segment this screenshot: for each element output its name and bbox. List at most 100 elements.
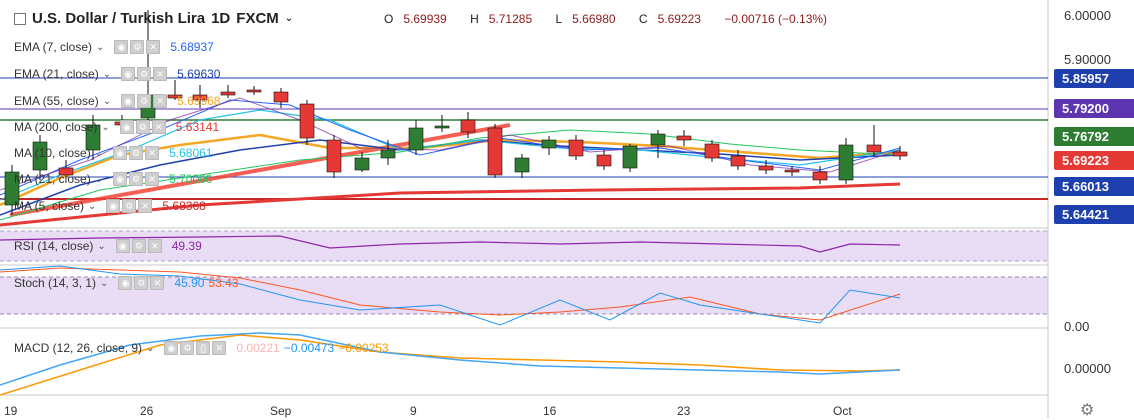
close-value: 5.69223 xyxy=(657,12,701,26)
eye-icon[interactable]: ◉ xyxy=(113,172,128,186)
ma21-line xyxy=(0,129,901,221)
chevron-down-icon[interactable]: ⌄ xyxy=(96,41,105,53)
legend-rsi[interactable]: RSI (14, close) ⌄ ◉ ⚙ ✕ 49.39 xyxy=(14,239,202,253)
candle-down xyxy=(273,91,289,103)
chevron-down-icon[interactable]: ⌄ xyxy=(88,200,97,212)
eye-icon[interactable]: ◉ xyxy=(106,199,121,213)
legend-ma200[interactable]: MA (200, close) ⌄ ◉ ⚙ ✕ 5.63141 xyxy=(14,120,219,134)
legend-label: MACD (12, 26, close, 9) xyxy=(14,341,143,355)
date-tick: Oct xyxy=(833,404,852,418)
close-icon[interactable]: ✕ xyxy=(145,172,160,186)
chevron-down-icon[interactable]: ⌄ xyxy=(102,68,112,80)
open-label: O xyxy=(384,12,394,26)
candle-down xyxy=(487,127,503,176)
legend-macd[interactable]: MACD (12, 26, close, 9) ⌄ ◉ ⚙{} ✕ 0.00221 −… xyxy=(14,341,389,355)
candle-up xyxy=(4,171,20,206)
candle-up xyxy=(380,149,396,159)
eye-icon[interactable]: ◉ xyxy=(121,94,136,108)
eye-icon[interactable]: ◉ xyxy=(121,67,136,81)
gear-icon[interactable]: ⚙ xyxy=(129,172,144,186)
high-value: 5.71285 xyxy=(488,12,533,26)
legend-label: Stoch (14, 3, 1) xyxy=(14,276,97,290)
gear-icon[interactable]: ⚙ xyxy=(135,120,150,134)
chevron-down-icon[interactable]: ⌄ xyxy=(101,121,110,133)
gear-icon[interactable]: ⚙ xyxy=(180,341,195,355)
legend-ma21[interactable]: MA (21, close) ⌄ ◉ ⚙ ✕ 5.70000 xyxy=(14,172,212,186)
chevron-down-icon[interactable]: ⌄ xyxy=(100,277,109,289)
chevron-down-icon[interactable]: ⌄ xyxy=(102,95,112,107)
legend-value: 5.70000 xyxy=(169,172,213,186)
candle-up xyxy=(514,157,530,173)
stoch-tick: 0.00 xyxy=(1064,319,1090,334)
macd-line xyxy=(0,332,901,386)
macd-signal-value: −0.00253 xyxy=(338,341,389,355)
gear-icon[interactable]: ⚙ xyxy=(131,239,146,253)
legend-ema55[interactable]: EMA (55, close) ⌄ ◉ ⚙ ✕ 5.69968 xyxy=(14,94,220,108)
candle-down xyxy=(326,139,342,173)
close-icon[interactable]: ✕ xyxy=(153,67,168,81)
candle-down xyxy=(246,89,262,93)
candle-down xyxy=(596,154,612,167)
eye-icon[interactable]: ◉ xyxy=(164,341,179,355)
legend-label: EMA (7, close) xyxy=(14,40,93,54)
eye-icon[interactable]: ◉ xyxy=(118,276,133,290)
gear-icon[interactable]: ⚙ xyxy=(137,67,152,81)
legend-value: 5.69630 xyxy=(177,67,221,81)
chart-header: U.S. Dollar / Turkish Lira 1D FXCM ⌄ xyxy=(14,10,293,27)
gear-icon[interactable]: ⚙ xyxy=(134,276,149,290)
low-label: L xyxy=(555,12,563,26)
chevron-down-icon[interactable]: ⌄ xyxy=(97,240,106,252)
legend-ma10[interactable]: MA (10, close) ⌄ ◉ ⚙ ✕ 5.68061 xyxy=(14,146,212,160)
macd-value: −0.00473 xyxy=(283,341,335,355)
symbol-title[interactable]: U.S. Dollar / Turkish Lira xyxy=(32,10,206,27)
candle-down xyxy=(866,144,882,153)
legend-ema21[interactable]: EMA (21, close) ⌄ ◉ ⚙ ✕ 5.69630 xyxy=(14,67,220,81)
chevron-down-icon[interactable]: ⌄ xyxy=(94,147,104,159)
date-tick: 9 xyxy=(410,404,417,418)
legend-stoch[interactable]: Stoch (14, 3, 1) ⌄ ◉ ⚙ ✕ 45.90 53.43 xyxy=(14,276,239,290)
gear-icon[interactable]: ⚙ xyxy=(130,40,145,54)
candle-down xyxy=(784,169,800,173)
legend-value: 5.69968 xyxy=(177,94,221,108)
chevron-down-icon[interactable]: ⌄ xyxy=(284,13,294,24)
eye-icon[interactable]: ◉ xyxy=(115,239,130,253)
legend-ma5[interactable]: MA (5, close) ⌄ ◉ ⚙ ✕ 5.68368 xyxy=(14,199,206,213)
legend-label: MA (10, close) xyxy=(14,146,91,160)
legend-value: 5.68937 xyxy=(170,40,214,54)
close-icon[interactable]: ✕ xyxy=(212,341,227,355)
legend-value: 5.68368 xyxy=(162,199,206,213)
eye-icon[interactable]: ◉ xyxy=(119,120,134,134)
close-icon[interactable]: ✕ xyxy=(150,276,165,290)
code-icon[interactable]: {} xyxy=(196,341,211,355)
low-value: 5.66980 xyxy=(572,12,616,26)
collapse-square-icon[interactable] xyxy=(14,12,26,25)
candle-down xyxy=(299,103,315,139)
chevron-down-icon[interactable]: ⌄ xyxy=(94,173,104,185)
candle-down xyxy=(192,94,208,101)
eye-icon[interactable]: ◉ xyxy=(114,40,129,54)
price-tag: 5.69223 xyxy=(1054,151,1134,170)
interval-label[interactable]: 1D xyxy=(211,10,231,27)
close-icon[interactable]: ✕ xyxy=(153,94,168,108)
close-icon[interactable]: ✕ xyxy=(147,239,162,253)
price-tick: 5.90000 xyxy=(1064,52,1111,67)
gear-icon[interactable]: ⚙ xyxy=(129,146,144,160)
macd-hist-value: 0.00221 xyxy=(236,341,280,355)
price-tag: 5.66013 xyxy=(1054,177,1134,196)
exchange-label[interactable]: FXCM xyxy=(236,10,279,27)
chevron-down-icon[interactable]: ⌄ xyxy=(146,342,155,354)
candle-down xyxy=(704,143,720,159)
legend-label: RSI (14, close) xyxy=(14,239,94,253)
close-icon[interactable]: ✕ xyxy=(146,40,161,54)
close-icon[interactable]: ✕ xyxy=(151,120,166,134)
close-icon[interactable]: ✕ xyxy=(145,146,160,160)
eye-icon[interactable]: ◉ xyxy=(113,146,128,160)
settings-gear-icon[interactable]: ⚙ xyxy=(1080,402,1095,419)
close-label: C xyxy=(638,12,648,26)
close-icon[interactable]: ✕ xyxy=(138,199,153,213)
high-label: H xyxy=(470,12,479,26)
ohlc-readout: O 5.69939 H 5.71285 L 5.66980 C 5.69223 −0.0… xyxy=(384,12,837,26)
legend-ema7[interactable]: EMA (7, close) ⌄ ◉ ⚙ ✕ 5.68937 xyxy=(14,40,214,54)
gear-icon[interactable]: ⚙ xyxy=(122,199,137,213)
gear-icon[interactable]: ⚙ xyxy=(137,94,152,108)
